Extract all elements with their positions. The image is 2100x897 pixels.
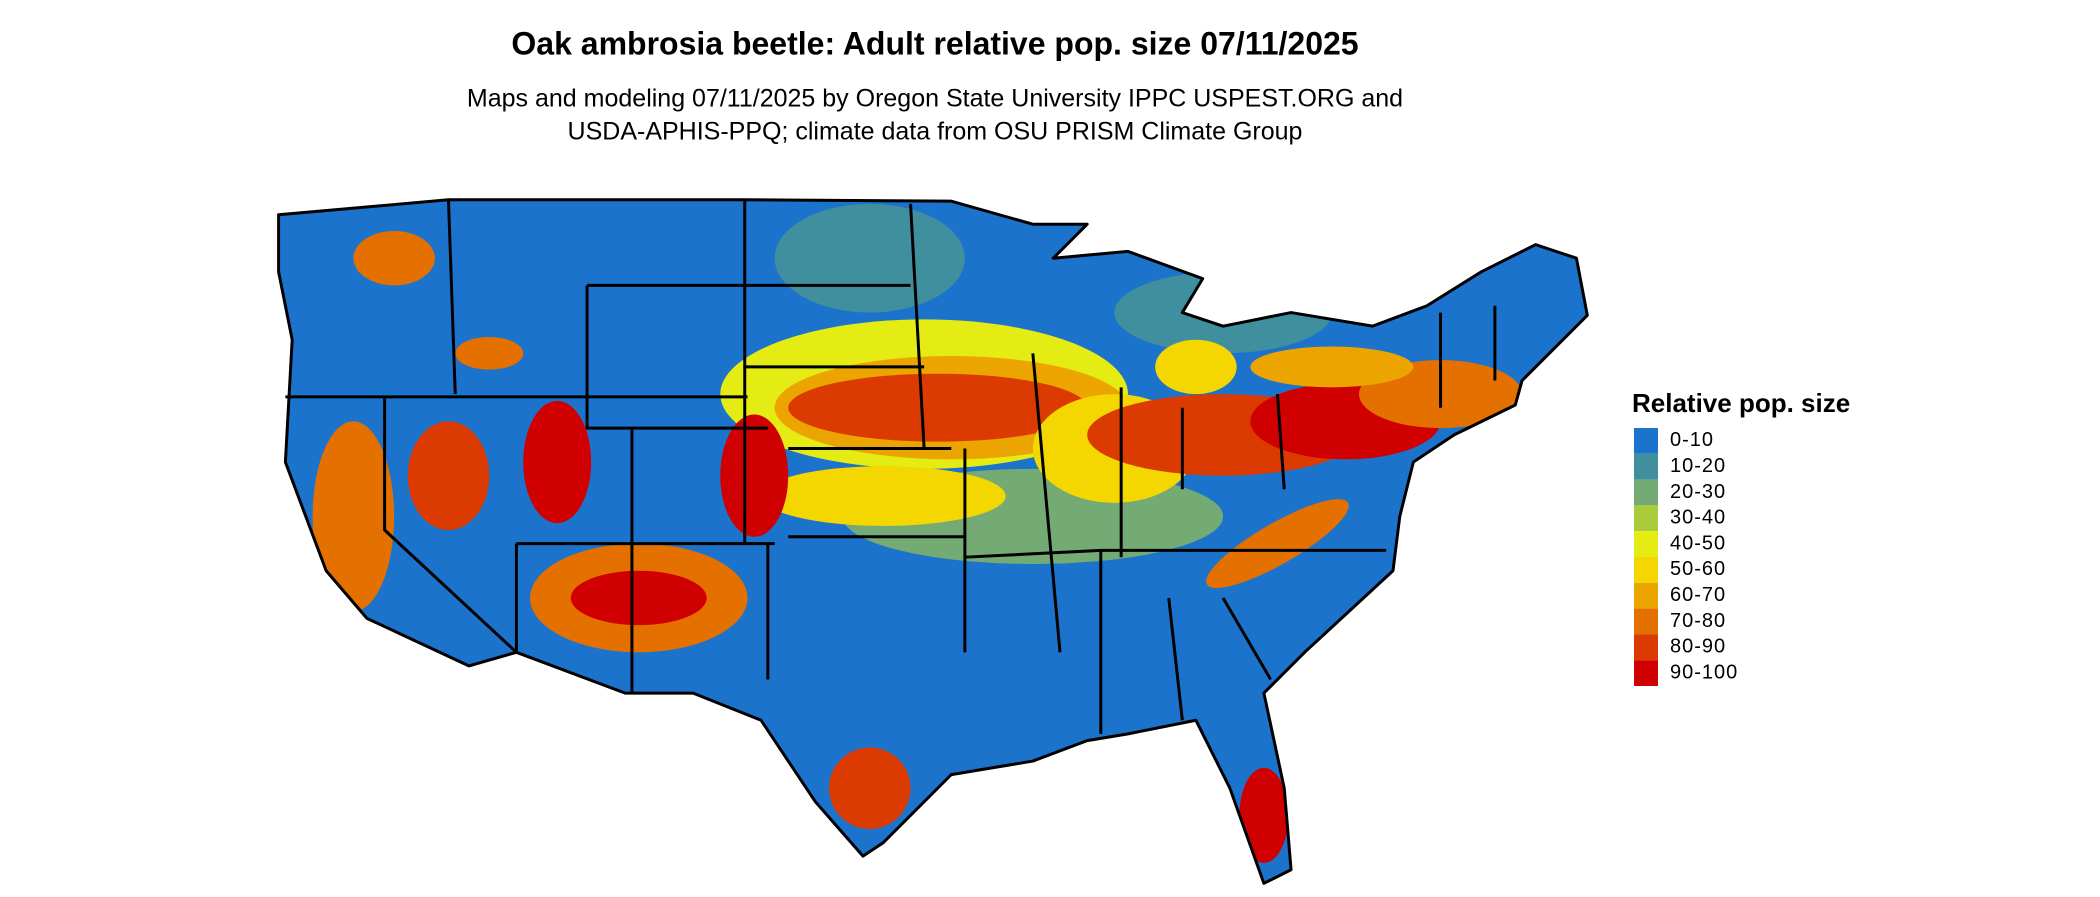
legend-title: Relative pop. size: [1632, 388, 1850, 418]
legend-swatch: [1634, 531, 1658, 557]
legend-label: 80-90: [1670, 636, 1726, 658]
map-subtitle: USDA-APHIS-PPQ; climate data from OSU PR…: [568, 118, 1303, 146]
legend-swatch: [1634, 428, 1658, 454]
legend-label: 20-30: [1670, 481, 1726, 503]
legend: 0-10 10-20 20-30 30-40 40-50 50-60 60-70 70-80 8…: [1634, 428, 1738, 686]
legend-label: 90-100: [1670, 661, 1738, 683]
legend-swatch: [1634, 557, 1658, 583]
legend-swatch: [1634, 634, 1658, 661]
legend-label: 40-50: [1670, 532, 1726, 554]
legend-label: 10-20: [1670, 455, 1726, 477]
legend-swatch: [1634, 582, 1658, 609]
legend-swatch: [1634, 453, 1658, 480]
legend-label: 30-40: [1670, 507, 1726, 529]
legend-swatch: [1634, 505, 1658, 532]
legend-label: 50-60: [1670, 558, 1726, 580]
legend-label: 60-70: [1670, 584, 1726, 606]
legend-label: 70-80: [1670, 610, 1726, 632]
map-subtitle: Maps and modeling 07/11/2025 by Oregon S…: [467, 85, 1403, 113]
us-map: [277, 198, 1589, 885]
legend-swatch: [1634, 660, 1658, 686]
map-title: Oak ambrosia beetle: Adult relative pop.…: [511, 25, 1358, 61]
legend-swatch: [1634, 608, 1658, 635]
legend-label: 0-10: [1670, 429, 1714, 451]
map-raster: [278, 199, 1588, 884]
legend-swatch: [1634, 479, 1658, 506]
